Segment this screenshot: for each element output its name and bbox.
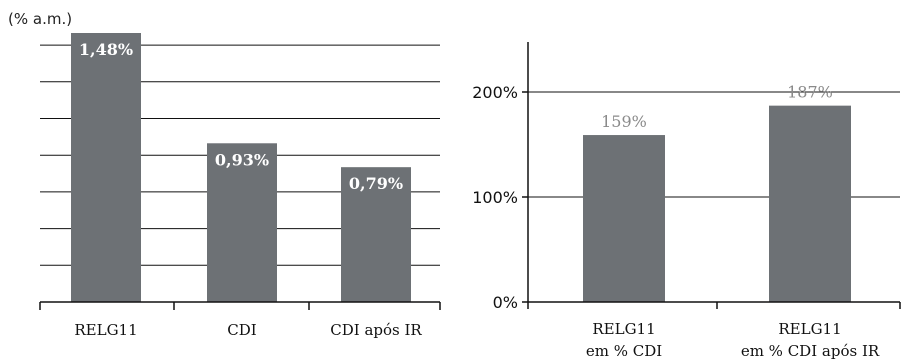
right-category-label-line1: RELG11 (778, 320, 841, 338)
left-bar-value-label: 1,48% (79, 40, 133, 59)
left-bar (207, 143, 277, 302)
left-bar-value-label: 0,79% (349, 174, 403, 193)
right-category-label-line2: em % CDI após IR (741, 342, 880, 360)
right-chart-bars: 159% 187% (583, 83, 851, 303)
right-y-tick-label: 100% (472, 188, 518, 207)
right-category-label-line1: RELG11 (592, 320, 655, 338)
right-chart-axis: 0% 100% 200% RELG11 em % CDI RELG11 em % CDI a… (472, 42, 901, 360)
right-y-tick-label: 200% (472, 83, 518, 102)
right-category-label-line2: em % CDI (586, 342, 662, 360)
right-bar-value-label: 159% (601, 112, 647, 131)
left-bar-value-label: 0,93% (215, 150, 269, 169)
left-chart-axis: RELG11 CDI CDI após IR (39, 301, 441, 339)
left-bar (341, 167, 411, 302)
right-bar (583, 135, 665, 302)
left-chart-unit-label: (% a.m.) (8, 10, 72, 28)
right-bar-value-label: 187% (787, 83, 833, 102)
right-bar (769, 105, 851, 303)
right-y-tick-label: 0% (493, 293, 518, 312)
left-chart-bars: 1,48% 0,93% 0,79% (71, 33, 411, 302)
left-category-label: CDI (227, 321, 257, 339)
left-bar (71, 33, 141, 302)
left-category-label: CDI após IR (330, 321, 422, 339)
left-category-label: RELG11 (74, 321, 137, 339)
